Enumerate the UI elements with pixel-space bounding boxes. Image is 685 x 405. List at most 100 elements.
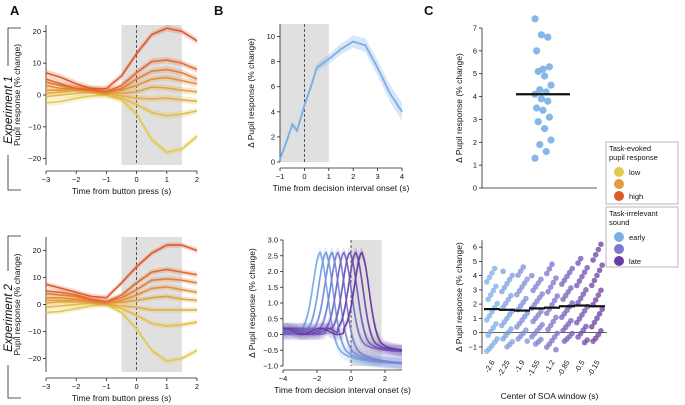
y-tick-label: 4 bbox=[271, 107, 275, 116]
series-line bbox=[46, 295, 198, 304]
series-line bbox=[45, 244, 198, 299]
x-tick-label: −1 bbox=[276, 172, 285, 181]
y-tick-label: −10 bbox=[28, 327, 41, 336]
x-axis-label: Time from button press (s) bbox=[72, 186, 172, 196]
x-tick-label: -2.25 bbox=[495, 359, 511, 378]
data-point bbox=[486, 274, 493, 281]
data-point bbox=[536, 86, 544, 94]
data-point bbox=[576, 278, 583, 284]
data-point bbox=[504, 280, 510, 287]
data-point bbox=[594, 315, 600, 322]
experiment-1-label: Experiment 1 bbox=[3, 76, 15, 144]
data-point bbox=[537, 31, 546, 39]
data-point bbox=[509, 272, 515, 279]
data-point bbox=[550, 279, 557, 286]
series-line bbox=[45, 301, 197, 311]
y-tick-label: 0.0 bbox=[268, 330, 278, 339]
data-point bbox=[591, 319, 598, 326]
data-point bbox=[531, 154, 539, 162]
data-point bbox=[500, 268, 506, 275]
y-tick-label: 5 bbox=[473, 257, 477, 266]
data-point bbox=[569, 265, 575, 272]
data-point bbox=[521, 280, 528, 286]
legend-title: pupil response bbox=[609, 153, 658, 162]
data-point bbox=[594, 272, 600, 279]
data-point bbox=[577, 295, 584, 302]
x-tick-label: 0 bbox=[135, 382, 139, 391]
y-axis-label: Δ Pupil response (% change) bbox=[246, 38, 256, 148]
x-tick-label: 3 bbox=[376, 172, 380, 181]
legend-item-high: high bbox=[629, 192, 643, 201]
x-tick-label: −1 bbox=[102, 382, 111, 391]
y-tick-label: −1 bbox=[468, 342, 477, 351]
y-tick-label: −1.0 bbox=[263, 362, 278, 371]
x-tick-label: 0 bbox=[302, 172, 306, 181]
x-axis-label: Time from button press (s) bbox=[72, 393, 172, 403]
data-point bbox=[545, 63, 554, 71]
y-tick-label: 10 bbox=[33, 59, 41, 68]
data-point bbox=[592, 297, 599, 303]
data-point bbox=[550, 318, 557, 325]
x-tick-label: -0.15 bbox=[585, 359, 601, 378]
y-tick-label: 2.5 bbox=[268, 251, 278, 260]
data-point bbox=[580, 291, 587, 297]
y-tick-label: 20 bbox=[33, 27, 41, 36]
series-band bbox=[46, 56, 197, 95]
x-tick-label: 1 bbox=[327, 172, 331, 181]
legend-swatch-early bbox=[614, 232, 624, 242]
data-point bbox=[566, 269, 573, 276]
data-point bbox=[568, 317, 574, 324]
x-axis-label: Time from decision interval onset (s) bbox=[273, 183, 410, 193]
data-point bbox=[509, 339, 515, 345]
data-point bbox=[547, 81, 555, 89]
data-point bbox=[539, 106, 547, 114]
y-tick-label: 6 bbox=[271, 82, 275, 91]
data-point bbox=[534, 67, 542, 76]
data-point bbox=[590, 257, 596, 263]
x-tick-label: −4 bbox=[279, 374, 288, 383]
data-point bbox=[484, 317, 490, 323]
y-tick-label: 20 bbox=[33, 246, 41, 255]
legend-swatch-late bbox=[614, 256, 624, 266]
data-point bbox=[489, 309, 495, 315]
series-band bbox=[46, 66, 197, 95]
series-line bbox=[282, 251, 403, 352]
y-tick-label: 4 bbox=[473, 271, 477, 280]
legend-item-low: low bbox=[629, 168, 641, 177]
y-tick-label: 4 bbox=[473, 92, 477, 101]
x-tick-label: 4 bbox=[400, 172, 404, 181]
panel-label-b: B bbox=[214, 3, 223, 18]
legend-task-irrelevant: Task-irrelevant sound early late bbox=[605, 206, 679, 268]
data-point bbox=[549, 261, 555, 268]
data-point bbox=[537, 95, 546, 103]
legend-task-evoked: Task-evoked pupil response low high bbox=[605, 141, 679, 205]
y-tick-label: 2 bbox=[271, 132, 275, 141]
data-point bbox=[598, 287, 604, 294]
y-tick-label: 8 bbox=[271, 57, 275, 66]
x-tick-label: 2 bbox=[383, 374, 387, 383]
y-tick-label: 0 bbox=[37, 91, 41, 100]
data-point bbox=[553, 275, 559, 281]
data-point bbox=[544, 310, 550, 317]
y-tick-label: 1.0 bbox=[268, 299, 278, 308]
series-line bbox=[283, 251, 402, 353]
data-point bbox=[577, 255, 584, 262]
data-point bbox=[490, 287, 497, 294]
data-point bbox=[489, 270, 495, 276]
x-tick-label: -1.9 bbox=[512, 359, 526, 375]
data-point bbox=[520, 264, 527, 270]
y-tick-label: 0 bbox=[473, 184, 477, 193]
data-point bbox=[493, 321, 499, 327]
panel-label-c: C bbox=[424, 3, 434, 18]
data-point bbox=[599, 262, 605, 268]
experiment-1-bracket: Experiment 1 bbox=[3, 27, 21, 191]
data-point bbox=[551, 297, 558, 304]
data-point bbox=[499, 288, 505, 295]
series-line bbox=[46, 286, 198, 304]
series-line bbox=[282, 251, 403, 351]
chart-c2: −1 0 1 2 3 4 5 6 Δ Pupil response (% change) -2.6… bbox=[454, 240, 607, 401]
data-point bbox=[599, 306, 605, 313]
